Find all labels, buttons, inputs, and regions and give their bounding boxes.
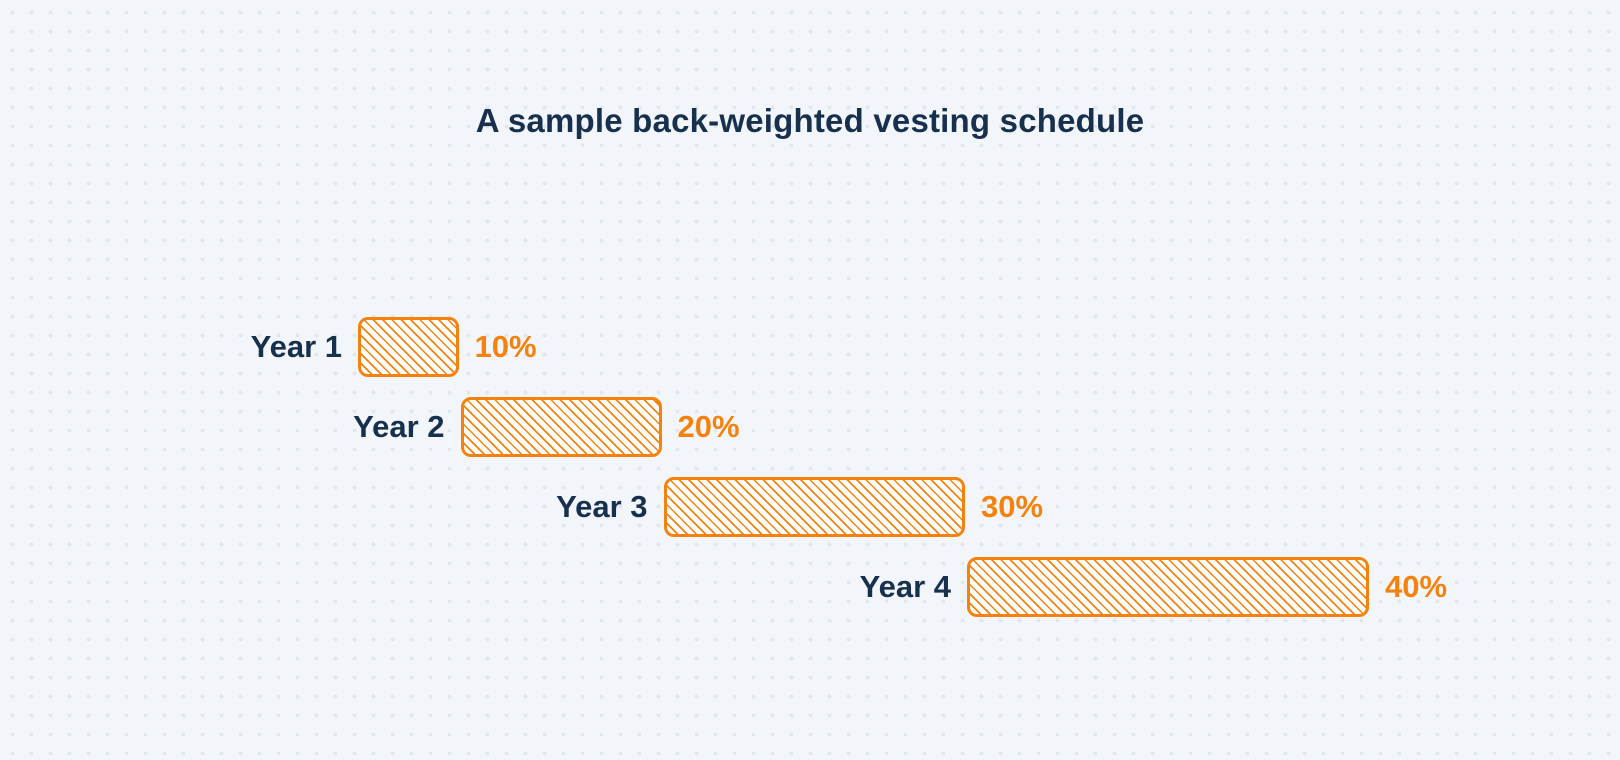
vesting-row-year-1: Year 1 10% bbox=[0, 317, 1620, 377]
category-label-year-4: Year 4 bbox=[859, 569, 951, 604]
category-label-year-3: Year 3 bbox=[556, 489, 648, 524]
chart-title: A sample back-weighted vesting schedule bbox=[475, 102, 1145, 139]
vesting-bar-year-4 bbox=[967, 557, 1369, 617]
vesting-bar-year-1 bbox=[358, 317, 459, 377]
category-label-year-1: Year 1 bbox=[250, 329, 342, 364]
value-label-year-2: 20% bbox=[677, 409, 740, 444]
vesting-bar-year-2 bbox=[460, 397, 662, 457]
vesting-row-year-4: Year 4 40% bbox=[0, 557, 1620, 617]
category-label-year-2: Year 2 bbox=[353, 409, 445, 444]
value-label-year-1: 10% bbox=[474, 329, 537, 364]
value-label-year-3: 30% bbox=[981, 489, 1044, 524]
value-label-year-4: 40% bbox=[1385, 569, 1448, 604]
vesting-bar-year-3 bbox=[663, 477, 965, 537]
vesting-row-year-3: Year 3 30% bbox=[0, 477, 1620, 537]
vesting-row-year-2: Year 2 20% bbox=[0, 397, 1620, 457]
